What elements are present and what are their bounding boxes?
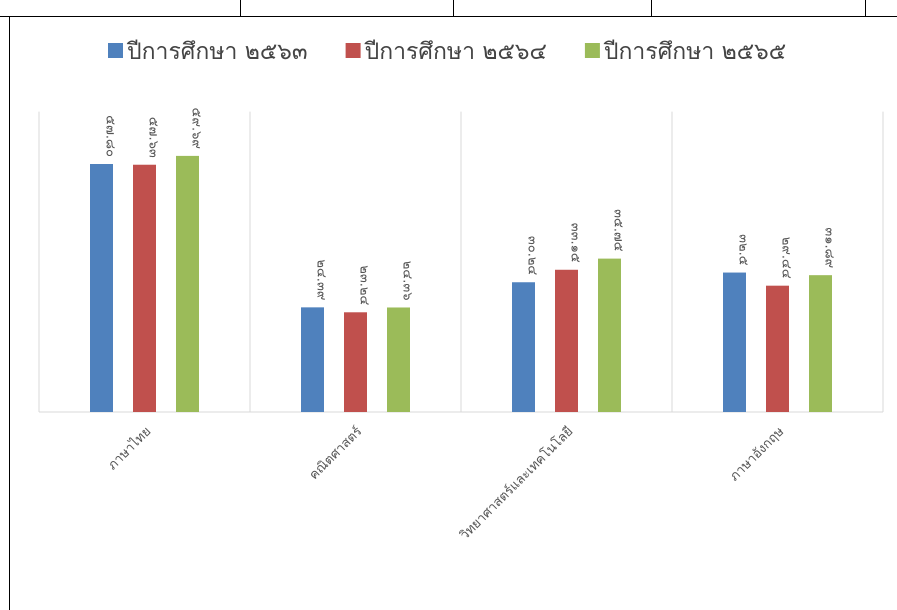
bar [766,285,789,412]
bar [301,307,324,412]
data-label: ๓๑.๘๙ [822,227,837,268]
table-top-border [0,0,897,17]
legend-swatch [584,43,600,58]
bar [133,164,156,412]
data-label: ๕๗.๖๓ [146,117,161,158]
data-label: ๓๐.๒๔ [525,236,540,276]
category-labels: ภาษาไทย คณิตศาสตร์ วิทยาศาสตร์และเทคโนโลยี… [104,424,787,544]
legend-label: ปีการศึกษา ๒๕๖๕ [603,39,786,65]
legend-label: ปีการศึกษา ๒๕๖๓ [126,39,307,65]
category-tick-label: วิทยาศาสตร์และเทคโนโลยี [456,424,576,544]
axes [38,111,884,413]
legend-swatch [345,43,361,58]
bar [176,155,199,412]
category-tick-label: ภาษาไทย [104,424,154,474]
bar [90,164,113,412]
chart-frame: ปีการศึกษา ๒๕๖๓ ปีการศึกษา ๒๕๖๔ ปีการศึกษา… [9,16,897,610]
legend-swatch [108,43,123,58]
data-label: ๒๓.๒๔ [357,265,372,305]
table-divider [865,0,866,16]
bar [344,312,367,412]
bar [598,258,621,412]
bar [723,272,746,412]
bar [512,282,535,412]
legend-label: ปีการศึกษา ๒๕๖๔ [364,39,547,65]
data-label: ๕๙.๖๙ [189,108,204,149]
bar [809,275,832,412]
table-divider [651,0,652,16]
data-label: ๒๙.๔๔ [779,237,794,279]
data-label: ๓๒.๕ [736,234,751,266]
data-label: ๓๕.๗๕ [611,209,626,252]
data-label: ๓๓.๑๕ [568,223,583,263]
category-tick-label: คณิตศาสตร์ [306,424,365,483]
bar [387,307,410,412]
table-divider [453,0,454,16]
table-divider [240,0,241,16]
bar [555,269,578,412]
data-label: ๒๔.๓๖ [400,261,415,301]
data-label: ๒๔.๓๙ [314,259,329,300]
category-tick-label: ภาษาอังกฤษ [727,424,788,485]
data-label: ๕๗.๘๐ [103,115,118,157]
bars [90,155,832,412]
legend: ปีการศึกษา ๒๕๖๓ ปีการศึกษา ๒๕๖๔ ปีการศึกษา… [108,39,786,65]
bar-chart: ปีการศึกษา ๒๕๖๓ ปีการศึกษา ๒๕๖๔ ปีการศึกษา… [38,39,884,544]
